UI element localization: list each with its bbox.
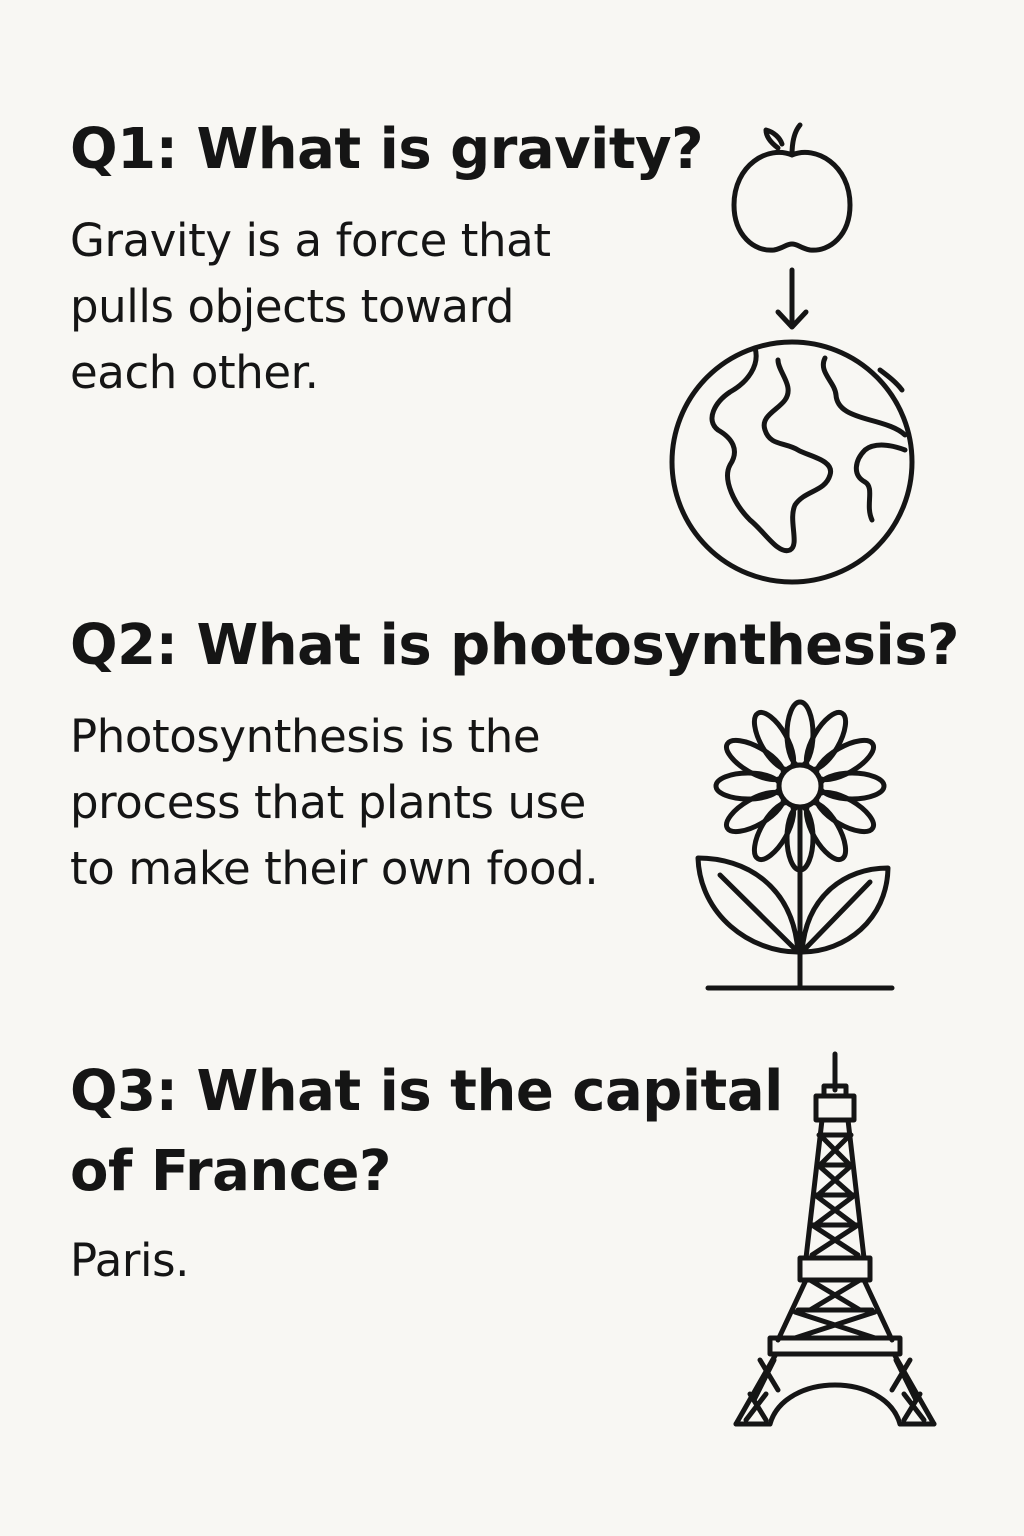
question-2-title: Q2: What is photosynthesis? [70,613,960,678]
right-leaf-icon [802,868,888,952]
answer-2-text: Photosynthesis is the process that plant… [70,704,599,902]
answer-2-line-1: Photosynthesis is the [70,710,541,763]
left-leaf-icon [698,858,798,952]
flower-petals [716,702,884,870]
question-3-line-1: Q3: What is the capital [70,1059,783,1124]
answer-2-line-3: to make their own food. [70,842,599,895]
apple-falling-to-earth-icon [660,120,920,590]
apple-icon [734,125,850,250]
question-3-title: Q3: What is the capital of France? [70,1052,783,1212]
answer-1-text: Gravity is a force that pulls objects to… [70,208,551,406]
flower-plant-icon [690,700,900,1000]
answer-1-line-3: each other. [70,346,319,399]
earth-globe-icon [672,342,912,582]
down-arrow-icon [778,270,806,327]
question-1-title: Q1: What is gravity? [70,117,704,182]
answer-3-text: Paris. [70,1234,190,1287]
answer-1-line-2: pulls objects toward [70,280,515,333]
answer-1-line-1: Gravity is a force that [70,214,551,267]
question-3-line-2: of France? [70,1139,391,1204]
answer-2-line-2: process that plants use [70,776,586,829]
eiffel-tower-icon [730,1050,940,1430]
